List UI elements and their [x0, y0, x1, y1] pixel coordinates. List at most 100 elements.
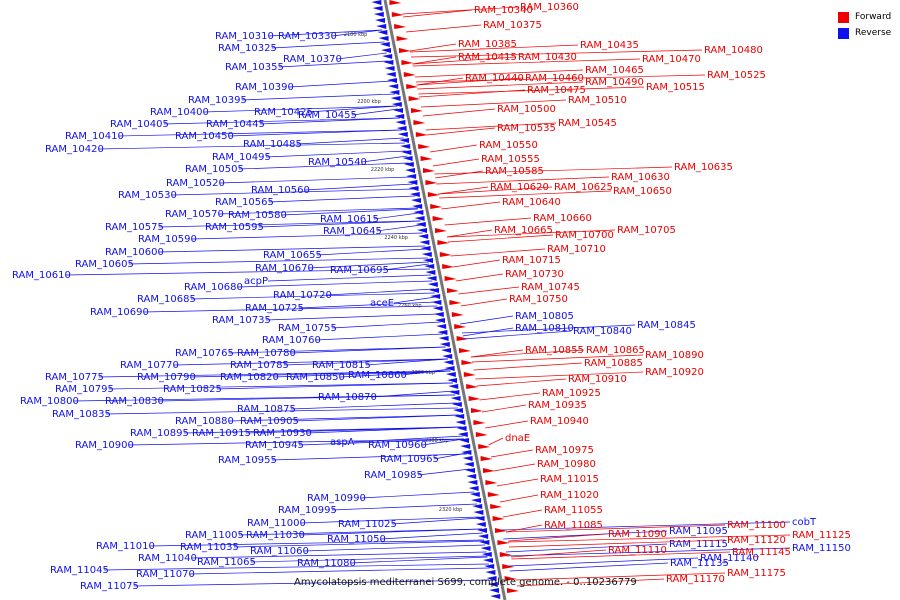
- tick-label: 2240 kbp: [384, 235, 408, 241]
- forward-leader-line: [510, 549, 607, 558]
- reverse-leader-line: [360, 491, 475, 499]
- forward-gene-glyph: [451, 312, 464, 317]
- reverse-gene-glyph: [423, 258, 433, 263]
- tick-label: 2200 kbp: [357, 99, 381, 105]
- reverse-leader-line: [245, 426, 462, 434]
- forward-gene-glyph: [415, 132, 428, 137]
- genome-backbone: [383, 0, 507, 600]
- reverse-gene-label: RAM_10770: [120, 360, 179, 371]
- reverse-gene-label: RAM_10720: [273, 290, 332, 301]
- reverse-gene-glyph: [381, 48, 391, 53]
- forward-gene-label: RAM_11125: [792, 530, 851, 541]
- reverse-leader-line: [173, 358, 449, 366]
- reverse-leader-line: [233, 540, 485, 548]
- reverse-gene-glyph: [489, 588, 499, 593]
- forward-gene-label: RAM_10940: [530, 416, 589, 427]
- legend-reverse: Reverse: [838, 25, 891, 41]
- reverse-gene-label: RAM_11000: [247, 518, 306, 529]
- reverse-gene-glyph: [376, 24, 387, 29]
- forward-leader-line: [416, 77, 464, 86]
- reverse-gene-label: RAM_10790: [137, 372, 196, 383]
- reverse-gene-glyph: [457, 432, 468, 437]
- reverse-gene-glyph: [468, 486, 479, 491]
- forward-leader-line: [432, 158, 480, 167]
- forward-gene-label: RAM_10700: [555, 230, 614, 241]
- forward-gene-label: RAM_10385: [458, 39, 517, 50]
- forward-gene-label: RAM_10525: [707, 70, 766, 81]
- forward-leader-line: [485, 420, 529, 429]
- reverse-gene-glyph: [448, 384, 459, 389]
- reverse-gene-label: RAM_10765: [175, 348, 234, 359]
- reverse-gene-label: RAM_10455: [298, 110, 357, 121]
- reverse-gene-glyph: [453, 408, 463, 413]
- reverse-gene-glyph: [450, 396, 461, 401]
- reverse-leader-line: [265, 150, 407, 158]
- forward-gene-label: RAM_10925: [542, 388, 601, 399]
- reverse-leader-line: [108, 382, 453, 390]
- reverse-leader-line: [306, 426, 462, 434]
- forward-gene-glyph: [418, 144, 431, 149]
- forward-leader-line: [439, 190, 612, 199]
- reverse-leader-line: [506, 547, 791, 557]
- reverse-leader-line: [293, 414, 460, 422]
- reverse-gene-label: RAM_10390: [235, 82, 294, 93]
- reverse-gene-label: RAM_10930: [253, 428, 312, 439]
- forward-leader-line: [508, 539, 726, 548]
- forward-gene-label: RAM_10715: [502, 255, 561, 266]
- reverse-leader-line: [258, 220, 421, 228]
- reverse-gene-label: RAM_10685: [137, 294, 196, 305]
- reverse-gene-glyph: [399, 138, 409, 143]
- reverse-gene-glyph: [402, 156, 413, 161]
- forward-gene-label: RAM_10500: [497, 104, 556, 115]
- forward-leader-line: [490, 449, 534, 458]
- forward-gene-label: RAM_10660: [533, 213, 592, 224]
- reverse-leader-line: [238, 162, 409, 170]
- forward-leader-line: [410, 49, 703, 58]
- forward-gene-glyph: [490, 504, 503, 509]
- reverse-gene-glyph: [385, 72, 396, 77]
- forward-gene-glyph: [475, 432, 488, 437]
- reverse-leader-line: [303, 544, 486, 552]
- forward-gene-glyph: [435, 228, 447, 233]
- reverse-gene-label: RAM_10530: [118, 190, 177, 201]
- forward-gene-label: RAM_10730: [505, 269, 564, 280]
- forward-gene-label: RAM_10435: [580, 40, 639, 51]
- reverse-gene-label: RAM_10755: [278, 323, 337, 334]
- forward-gene-label: RAM_10460: [525, 73, 584, 84]
- reverse-gene-label: RAM_11010: [96, 541, 155, 552]
- reverse-gene-glyph: [397, 132, 408, 137]
- forward-leader-line: [452, 259, 501, 268]
- reverse-leader-line: [376, 224, 422, 232]
- reverse-gene-label: RAM_10915: [192, 428, 251, 439]
- reverse-gene-glyph: [391, 102, 402, 107]
- forward-gene-glyph: [444, 276, 457, 281]
- reverse-gene-label: RAM_10990: [307, 493, 366, 504]
- reverse-leader-line: [417, 468, 471, 476]
- forward-gene-glyph: [461, 360, 474, 365]
- reverse-leader-line: [98, 370, 451, 378]
- forward-leader-line: [493, 463, 536, 472]
- forward-gene-glyph: [399, 48, 411, 53]
- forward-gene-label: RAM_10710: [547, 244, 606, 255]
- reverse-leader-line: [288, 80, 393, 88]
- reverse-gene-label: RAM_10615: [320, 214, 379, 225]
- reverse-leader-line: [283, 358, 449, 366]
- reverse-gene-glyph: [412, 204, 423, 209]
- forward-gene-glyph: [439, 252, 452, 257]
- reverse-leader-line: [250, 555, 488, 563]
- forward-leader-line: [429, 144, 478, 153]
- reverse-gene-label: RAM_10760: [262, 335, 321, 346]
- reverse-leader-line: [228, 414, 460, 422]
- reverse-leader-line: [128, 438, 465, 446]
- genome-caption: Amycolatopsis mediterranei S699, complet…: [294, 577, 637, 588]
- reverse-gene-label: RAM_11135: [670, 558, 729, 569]
- forward-leader-line: [507, 533, 607, 542]
- reverse-leader-line: [393, 296, 436, 304]
- reverse-gene-label: RAM_11040: [138, 553, 197, 564]
- reverse-gene-glyph: [460, 444, 471, 449]
- forward-gene-glyph: [459, 348, 471, 353]
- reverse-gene-label: RAM_10995: [278, 505, 337, 516]
- reverse-gene-glyph: [480, 546, 491, 551]
- reverse-gene-label: RAM_11095: [669, 526, 728, 537]
